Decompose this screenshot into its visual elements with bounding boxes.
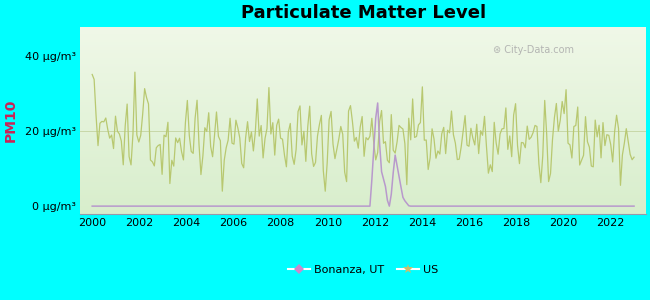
Title: Particulate Matter Level: Particulate Matter Level [240,4,486,22]
Y-axis label: PM10: PM10 [4,98,18,142]
Text: ⊛ City-Data.com: ⊛ City-Data.com [493,45,574,55]
Legend: Bonanza, UT, US: Bonanza, UT, US [284,260,443,279]
